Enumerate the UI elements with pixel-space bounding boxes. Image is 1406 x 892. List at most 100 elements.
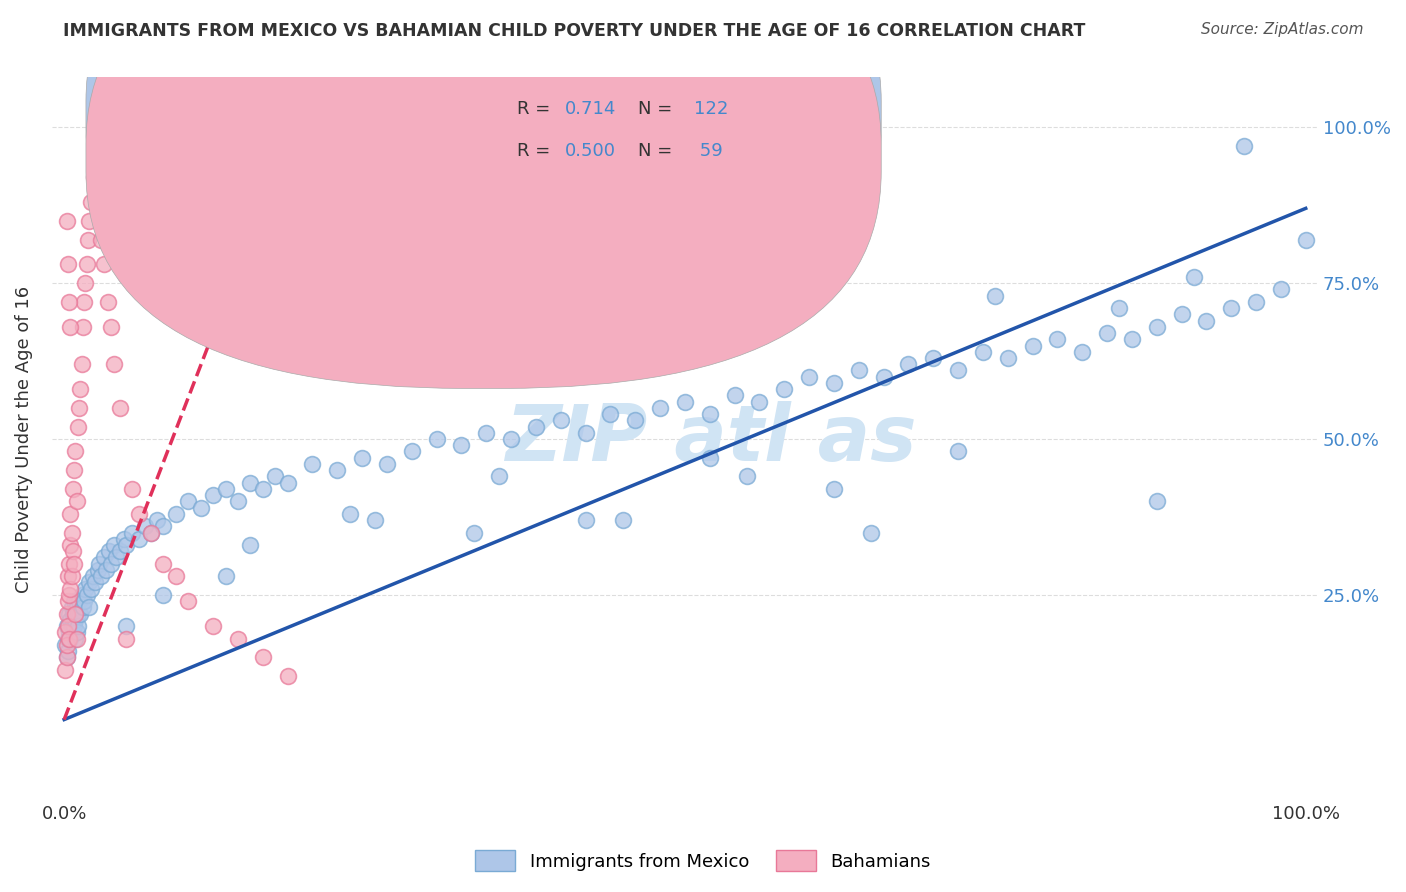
Text: 59: 59 [693, 142, 723, 161]
Point [59, 507, 82, 521]
Point [108, 544, 131, 558]
Point [62, 607, 84, 621]
Point [1146, 319, 1168, 334]
Text: N =: N = [638, 100, 678, 118]
Point [65, 632, 87, 646]
Text: 0.500: 0.500 [565, 142, 616, 161]
Y-axis label: Child Poverty Under the Age of 16: Child Poverty Under the Age of 16 [15, 285, 32, 592]
Point [301, 457, 323, 471]
Point [58, 632, 80, 646]
Point [55, 214, 77, 228]
Point [84, 575, 107, 590]
Text: R =: R = [516, 100, 555, 118]
Point [226, 632, 249, 646]
Point [277, 475, 299, 490]
Point [76, 588, 98, 602]
Point [96, 563, 118, 577]
Point [673, 394, 696, 409]
Point [72, 319, 94, 334]
Point [128, 532, 150, 546]
Point [65, 613, 87, 627]
Point [1071, 344, 1094, 359]
Point [1046, 332, 1069, 346]
Point [115, 632, 138, 646]
Point [77, 575, 100, 590]
FancyBboxPatch shape [86, 0, 882, 346]
Text: ZIP atl as: ZIP atl as [505, 401, 917, 477]
Point [735, 469, 758, 483]
Point [152, 557, 174, 571]
Point [748, 394, 770, 409]
Point [264, 469, 287, 483]
Point [76, 257, 98, 271]
Point [55, 625, 77, 640]
Point [66, 607, 89, 621]
Point [426, 432, 449, 446]
Point [62, 625, 84, 640]
Point [77, 214, 100, 228]
Point [56, 644, 79, 658]
Point [1108, 301, 1130, 315]
Point [100, 557, 122, 571]
Point [897, 357, 920, 371]
Point [1095, 326, 1118, 340]
Point [922, 351, 945, 365]
Point [177, 594, 200, 608]
Point [339, 507, 361, 521]
Point [65, 600, 87, 615]
Point [401, 444, 423, 458]
Point [90, 569, 112, 583]
Point [984, 288, 1007, 302]
Point [214, 482, 236, 496]
Point [699, 407, 721, 421]
Point [90, 233, 112, 247]
Point [648, 401, 671, 415]
Point [80, 582, 103, 596]
Point [80, 195, 103, 210]
Point [202, 619, 225, 633]
Point [121, 482, 143, 496]
Text: R =: R = [516, 142, 555, 161]
Point [56, 257, 79, 271]
Point [550, 413, 572, 427]
Point [139, 525, 162, 540]
Point [65, 632, 87, 646]
Point [59, 632, 82, 646]
Point [226, 494, 249, 508]
Point [55, 619, 77, 633]
Point [524, 419, 547, 434]
Point [100, 319, 122, 334]
Point [58, 557, 80, 571]
Point [1146, 494, 1168, 508]
Point [59, 319, 82, 334]
Point [58, 607, 80, 621]
Point [239, 475, 262, 490]
Point [86, 152, 108, 166]
Point [103, 357, 125, 371]
Point [165, 569, 187, 583]
Point [58, 588, 80, 602]
Point [69, 382, 91, 396]
Point [214, 569, 236, 583]
Point [60, 569, 83, 583]
Point [59, 582, 82, 596]
Point [946, 444, 969, 458]
Point [70, 357, 93, 371]
Point [56, 632, 79, 646]
Point [73, 594, 96, 608]
Point [252, 482, 274, 496]
Point [848, 363, 870, 377]
Point [165, 507, 187, 521]
Text: IMMIGRANTS FROM MEXICO VS BAHAMIAN CHILD POVERTY UNDER THE AGE OF 16 CORRELATION: IMMIGRANTS FROM MEXICO VS BAHAMIAN CHILD… [63, 22, 1085, 40]
Point [55, 607, 77, 621]
Point [62, 482, 84, 496]
Point [67, 401, 90, 415]
Point [146, 513, 169, 527]
Point [177, 494, 200, 508]
Point [69, 607, 91, 621]
Point [93, 257, 115, 271]
Point [501, 432, 523, 446]
Point [59, 613, 82, 627]
Point [773, 382, 796, 396]
Point [63, 463, 86, 477]
